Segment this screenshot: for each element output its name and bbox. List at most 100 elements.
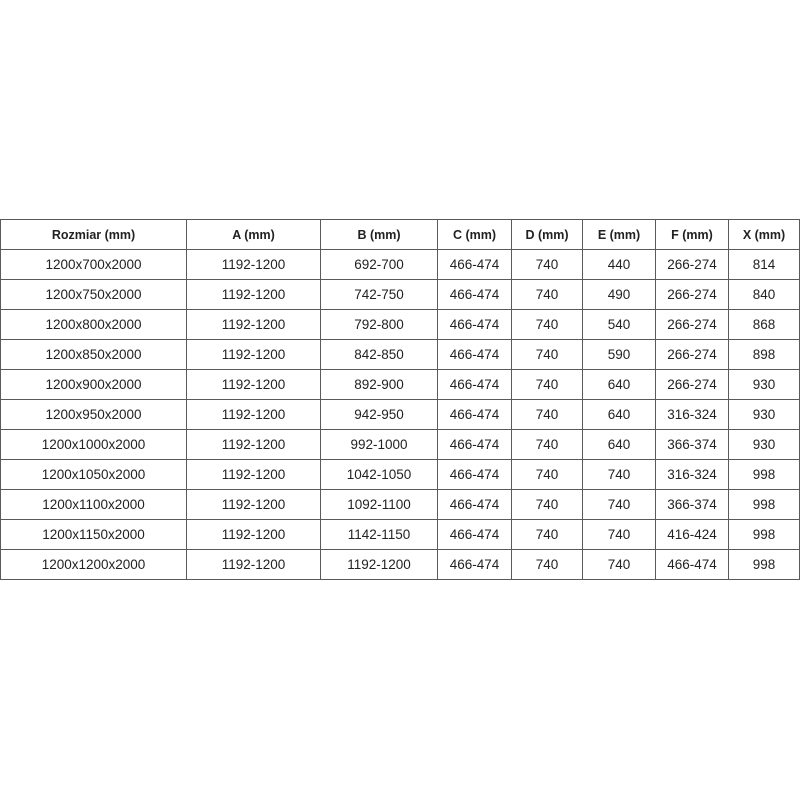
table-cell: 466-474 [437,309,512,340]
table-cell: 266-274 [655,309,729,340]
table-cell: 466-474 [437,249,512,280]
table-cell: 740 [511,339,583,370]
table-cell: 1200x900x2000 [0,369,187,400]
table-cell: 1200x850x2000 [0,339,187,370]
table-cell: 466-474 [437,459,512,490]
table-cell: 440 [582,249,656,280]
table-cell: 466-474 [437,369,512,400]
table-row: 1200x950x2000 1192-1200 942-950 466-474 740 6… [0,399,800,430]
table-cell: 1200x1050x2000 [0,459,187,490]
table-cell: 740 [511,519,583,550]
table-cell: 466-474 [437,399,512,430]
table-cell: 998 [728,519,800,550]
table-cell: 266-274 [655,339,729,370]
table-cell: 490 [582,279,656,310]
table-cell: 266-274 [655,249,729,280]
table-cell: 842-850 [320,339,438,370]
column-header: D (mm) [511,219,583,250]
table-cell: 590 [582,339,656,370]
table-cell: 1192-1200 [186,429,321,460]
column-header: C (mm) [437,219,512,250]
table-cell: 1192-1200 [186,459,321,490]
table-cell: 998 [728,549,800,580]
table-cell: 540 [582,309,656,340]
table-row: 1200x1000x2000 1192-1200 992-1000 466-474 74… [0,429,800,460]
column-header: F (mm) [655,219,729,250]
table-cell: 466-474 [655,549,729,580]
table-cell: 466-474 [437,339,512,370]
table-cell: 1192-1200 [320,549,438,580]
table-cell: 740 [511,429,583,460]
table-row: 1200x1200x2000 1192-1200 1192-1200 466-474 7… [0,549,800,580]
table-row: 1200x800x2000 1192-1200 792-800 466-474 740 5… [0,309,800,340]
table-cell: 740 [582,459,656,490]
table-cell: 466-474 [437,549,512,580]
table-cell: 998 [728,459,800,490]
table-cell: 1192-1200 [186,309,321,340]
header-row: Rozmiar (mm) A (mm) B (mm) C (mm) D (mm) E (m… [0,219,800,250]
table-cell: 898 [728,339,800,370]
table-cell: 1192-1200 [186,549,321,580]
table-cell: 930 [728,369,800,400]
table-cell: 316-324 [655,459,729,490]
table-cell: 740 [511,369,583,400]
table-cell: 992-1000 [320,429,438,460]
table-cell: 1192-1200 [186,399,321,430]
table-cell: 1192-1200 [186,249,321,280]
table-cell: 740 [582,489,656,520]
table-row: 1200x900x2000 1192-1200 892-900 466-474 740 6… [0,369,800,400]
table-cell: 1200x1100x2000 [0,489,187,520]
table-cell: 892-900 [320,369,438,400]
table-cell: 814 [728,249,800,280]
table-cell: 1200x1150x2000 [0,519,187,550]
table-row: 1200x1150x2000 1192-1200 1142-1150 466-474 7… [0,519,800,550]
table-cell: 466-474 [437,429,512,460]
table-cell: 692-700 [320,249,438,280]
table-cell: 792-800 [320,309,438,340]
table-cell: 1192-1200 [186,519,321,550]
table-cell: 1042-1050 [320,459,438,490]
table-cell: 1200x750x2000 [0,279,187,310]
table-cell: 1200x800x2000 [0,309,187,340]
table-row: 1200x700x2000 1192-1200 692-700 466-474 740 4… [0,249,800,280]
table-cell: 466-474 [437,489,512,520]
table-cell: 868 [728,309,800,340]
table-cell: 1192-1200 [186,489,321,520]
table-cell: 1200x950x2000 [0,399,187,430]
table-cell: 930 [728,429,800,460]
table-cell: 740 [511,249,583,280]
table-cell: 930 [728,399,800,430]
table-cell: 266-274 [655,279,729,310]
column-header: Rozmiar (mm) [0,219,187,250]
table-cell: 640 [582,369,656,400]
table-cell: 316-324 [655,399,729,430]
column-header: B (mm) [320,219,438,250]
table-cell: 740 [511,279,583,310]
table-cell: 366-374 [655,429,729,460]
table-cell: 740 [511,489,583,520]
column-header: A (mm) [186,219,321,250]
table-cell: 1200x1200x2000 [0,549,187,580]
table-cell: 740 [582,519,656,550]
table-cell: 740 [582,549,656,580]
table-cell: 942-950 [320,399,438,430]
table-cell: 1192-1200 [186,369,321,400]
table-cell: 266-274 [655,369,729,400]
table-cell: 740 [511,309,583,340]
table-cell: 742-750 [320,279,438,310]
table-cell: 466-474 [437,279,512,310]
table-row: 1200x850x2000 1192-1200 842-850 466-474 740 5… [0,339,800,370]
table-row: 1200x1050x2000 1192-1200 1042-1050 466-474 7… [0,459,800,490]
table-cell: 740 [511,399,583,430]
table-cell: 1200x700x2000 [0,249,187,280]
column-header: E (mm) [582,219,656,250]
table-cell: 640 [582,429,656,460]
table-cell: 998 [728,489,800,520]
table-cell: 1142-1150 [320,519,438,550]
table-row: 1200x1100x2000 1192-1200 1092-1100 466-474 7… [0,489,800,520]
table-cell: 1192-1200 [186,339,321,370]
table-cell: 1092-1100 [320,489,438,520]
table-cell: 840 [728,279,800,310]
table-cell: 640 [582,399,656,430]
table-cell: 740 [511,549,583,580]
